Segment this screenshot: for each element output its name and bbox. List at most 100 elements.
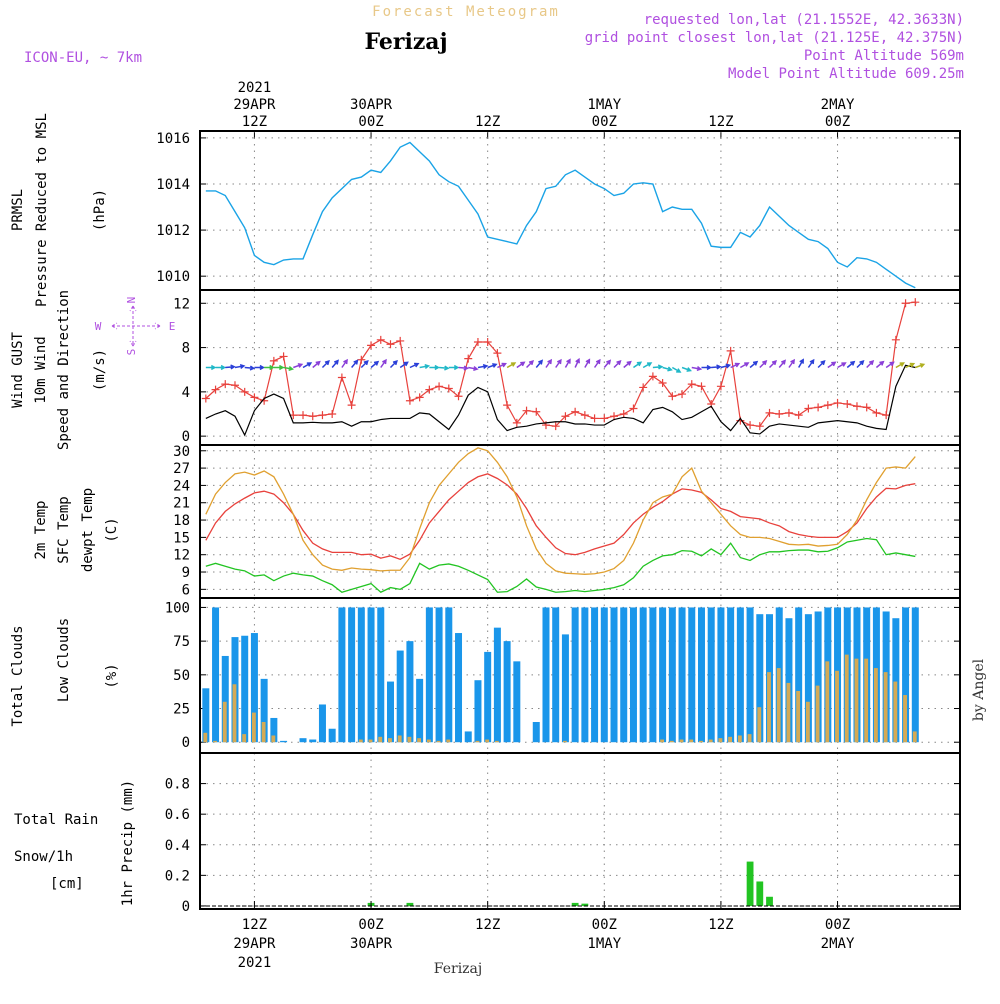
top-time-label: 2021 xyxy=(238,80,272,96)
total-cloud-bar xyxy=(202,688,210,743)
y-tick-label: 0.8 xyxy=(165,777,190,793)
wind-ylabels: Wind GUST 10m Wind Speed and Direction (m/s… xyxy=(10,290,108,450)
total-cloud-bar xyxy=(892,618,900,743)
footer-location: Ferizaj xyxy=(434,961,482,977)
wind-arrow xyxy=(370,360,380,369)
model-label: ICON-EU, ~ 7km xyxy=(24,50,142,66)
gust-marker xyxy=(843,400,852,409)
ylabel-gust: Wind GUST xyxy=(10,332,26,408)
gust-marker xyxy=(668,392,677,401)
y-tick-label: 21 xyxy=(173,496,190,512)
gust-marker xyxy=(444,384,453,393)
bottom-time-label: 12Z xyxy=(475,917,500,933)
wind-arrow xyxy=(817,360,826,369)
total-cloud-bar xyxy=(678,607,686,743)
low-cloud-bar xyxy=(407,736,412,743)
low-cloud-bar xyxy=(728,736,733,743)
pressure-line xyxy=(205,141,916,289)
compass-s: S xyxy=(125,349,138,356)
wind-arrow xyxy=(535,359,544,368)
wind-arrow xyxy=(701,364,713,371)
ylabel-2m: 2m Temp xyxy=(33,500,49,559)
total-cloud-bar xyxy=(299,738,307,743)
low-cloud-bar xyxy=(689,739,694,743)
low-cloud-bar xyxy=(213,740,217,743)
bottom-time-label: 2MAY xyxy=(821,936,855,952)
wind-arrow xyxy=(293,363,304,369)
gust-marker xyxy=(610,412,619,421)
requested-coords: requested lon,lat (21.1552E, 42.3633N) xyxy=(644,12,964,28)
total-cloud-bar xyxy=(367,607,375,743)
wind-arrow xyxy=(574,357,580,368)
wind-arrow xyxy=(885,361,895,369)
total-cloud-bar xyxy=(561,634,569,743)
total-cloud-bar xyxy=(445,607,453,743)
low-cloud-bar xyxy=(893,681,898,743)
top-time-label: 00Z xyxy=(592,114,617,130)
compass-e: E xyxy=(169,320,176,333)
gust-marker xyxy=(726,346,735,355)
ylabel-c: (C) xyxy=(104,517,120,542)
wind-arrow xyxy=(807,358,815,368)
wind-arrow xyxy=(827,361,837,369)
gust-marker xyxy=(211,385,220,394)
precip-grid xyxy=(200,753,960,909)
gust-marker xyxy=(697,382,706,391)
total-cloud-bar xyxy=(542,607,550,743)
wind-arrow xyxy=(234,363,246,370)
gust-marker xyxy=(201,394,210,403)
top-time-label: 00Z xyxy=(825,114,850,130)
total-cloud-bar xyxy=(581,607,589,743)
low-cloud-bar xyxy=(660,739,665,743)
low-cloud-bar xyxy=(708,739,713,743)
ylabel-hpa: (hPa) xyxy=(92,189,108,231)
wind-arrow xyxy=(399,361,409,369)
clouds-yticks: 0 25 50 75 100 xyxy=(165,600,960,751)
gust-marker xyxy=(386,340,395,349)
low-cloud-bar xyxy=(854,658,859,743)
precip-yticks: 0 0.2 0.4 0.6 0.8 xyxy=(165,777,960,915)
wind-arrow xyxy=(283,365,294,372)
wind-arrow xyxy=(866,360,875,369)
y-tick-label: 0.2 xyxy=(165,868,190,884)
total-cloud-bar xyxy=(348,607,356,743)
low-cloud-bar xyxy=(796,691,801,743)
ylabel-pressure: Pressure Reduced to MSL xyxy=(34,113,50,307)
low-cloud-bar xyxy=(776,668,781,743)
total-cloud-bar xyxy=(318,704,326,743)
y-tick-label: 4 xyxy=(182,385,190,401)
wind-arrow xyxy=(739,362,750,369)
gust-marker xyxy=(639,383,648,392)
wind-arrow xyxy=(671,366,682,373)
wind-arrow xyxy=(225,364,236,370)
low-cloud-bar xyxy=(494,740,499,743)
wind-arrow xyxy=(264,364,275,371)
total-cloud-bar xyxy=(552,607,560,743)
low-cloud-bar xyxy=(203,732,208,743)
credit: by Angel xyxy=(971,658,987,721)
y-tick-label: 0 xyxy=(182,429,190,445)
gust-marker xyxy=(435,382,444,391)
wind-arrow xyxy=(312,360,321,369)
y-tick-label: 25 xyxy=(173,702,190,718)
total-cloud-bar xyxy=(406,641,414,743)
total-cloud-bar xyxy=(727,607,735,743)
wind-arrow xyxy=(545,358,553,368)
low-cloud-bar xyxy=(271,735,276,743)
ylabel-prmsl: PRMSL xyxy=(10,189,26,231)
ylabel-total-clouds: Total Clouds xyxy=(10,625,26,726)
low-cloud-bar xyxy=(844,654,849,743)
pressure-grid xyxy=(200,131,960,290)
gust-marker xyxy=(483,338,492,347)
gust-marker xyxy=(299,411,308,420)
gust-marker xyxy=(269,356,278,365)
gust-marker xyxy=(357,355,366,364)
wind-arrow xyxy=(389,360,398,369)
gust-marker xyxy=(415,393,424,402)
low-cloud-bar xyxy=(699,740,703,743)
wind-arrow xyxy=(593,358,601,368)
gust-markers xyxy=(201,298,920,431)
rain-bar xyxy=(406,902,414,906)
